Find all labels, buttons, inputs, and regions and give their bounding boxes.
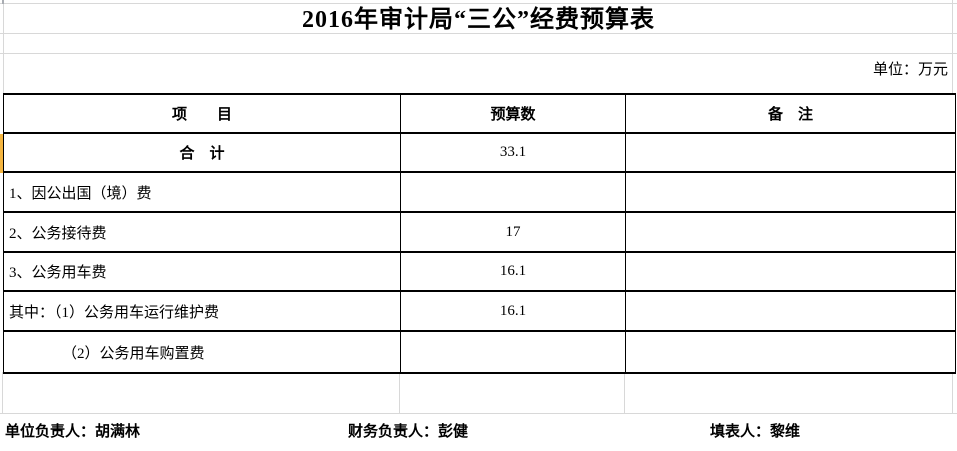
- preparer-signature[interactable]: 填表人：黎维: [710, 424, 801, 440]
- table-cell-budget[interactable]: 16.1: [401, 292, 626, 332]
- table-cell-note[interactable]: [626, 292, 955, 332]
- table-cell-item[interactable]: 其中：（1）公务用车运行维护费: [4, 292, 401, 332]
- table-cell-note[interactable]: [626, 332, 955, 372]
- gridline-horizontal: [0, 53, 957, 54]
- table-cell-note[interactable]: [626, 173, 955, 213]
- unit-head-signature[interactable]: 单位负责人：胡满林: [5, 424, 141, 440]
- column-header-item[interactable]: 项 目: [4, 95, 401, 134]
- finance-head-signature[interactable]: 财务负责人：彭健: [348, 424, 469, 440]
- page-title[interactable]: 2016年审计局“三公”经费预算表: [302, 7, 655, 33]
- gridline-horizontal: [0, 33, 957, 34]
- sheet-corner-tick: [2, 0, 4, 4]
- table-cell-item[interactable]: 3、公务用车费: [4, 253, 401, 292]
- gridline-vertical: [952, 372, 953, 413]
- table-cell-budget[interactable]: [401, 332, 626, 372]
- table-cell-item[interactable]: 合 计: [4, 134, 401, 173]
- column-header-note[interactable]: 备 注: [626, 95, 955, 134]
- table-cell-note[interactable]: [626, 253, 955, 292]
- gridline-vertical: [2, 372, 3, 413]
- table-cell-budget[interactable]: 33.1: [401, 134, 626, 173]
- table-cell-budget[interactable]: 16.1: [401, 253, 626, 292]
- table-cell-budget[interactable]: 17: [401, 213, 626, 253]
- row-highlight-marker: [0, 134, 4, 173]
- table-cell-item[interactable]: 1、因公出国（境）费: [4, 173, 401, 213]
- gridline-vertical: [3, 0, 4, 95]
- unit-label[interactable]: 单位：万元: [872, 62, 948, 78]
- table-cell-item[interactable]: 2、公务接待费: [4, 213, 401, 253]
- gridline-horizontal: [0, 3, 957, 4]
- gridline-vertical: [624, 372, 625, 413]
- gridline-vertical: [952, 0, 953, 95]
- budget-table: 项 目 预算数 备 注 合 计 33.1 1、因公出国（境）费 2、公务接待费 …: [3, 93, 956, 374]
- table-cell-budget[interactable]: [401, 173, 626, 213]
- table-cell-note[interactable]: [626, 134, 955, 173]
- signature-row: 单位负责人：胡满林 财务负责人：彭健 填表人：黎维: [0, 414, 957, 451]
- gridline-horizontal: [0, 413, 957, 414]
- gridline-vertical: [399, 372, 400, 413]
- table-cell-item[interactable]: （2）公务用车购置费: [4, 332, 401, 372]
- column-header-budget[interactable]: 预算数: [401, 95, 626, 134]
- table-cell-note[interactable]: [626, 213, 955, 253]
